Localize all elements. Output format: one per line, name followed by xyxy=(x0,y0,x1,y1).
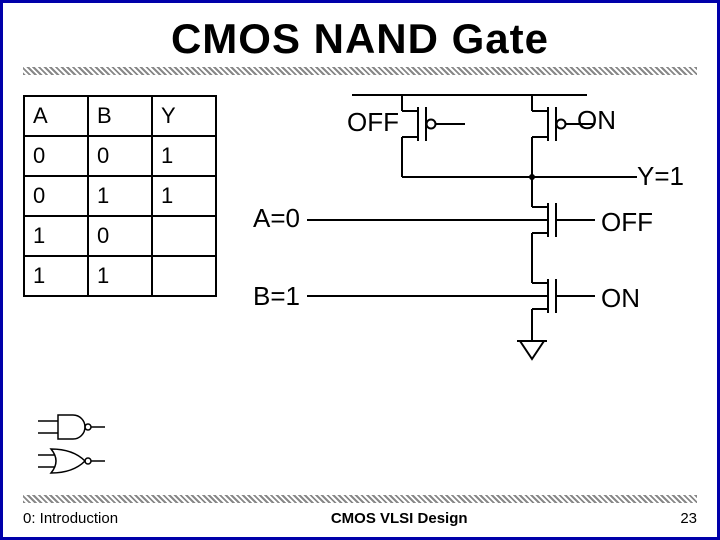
truth-table: A B Y 0 0 1 0 1 1 1 0 xyxy=(23,95,217,297)
table-row: 1 1 xyxy=(24,256,216,296)
table-row: 0 0 1 xyxy=(24,136,216,176)
circuit-area: OFF ON Y=1 A=0 OFF B=1 ON xyxy=(217,89,697,419)
label-input-a: A=0 xyxy=(253,203,300,234)
gate-symbols xyxy=(33,413,173,488)
footer-right: 23 xyxy=(680,510,697,527)
slide-title: CMOS NAND Gate xyxy=(23,15,697,63)
col-Y: Y xyxy=(152,96,216,136)
label-pmos-left: OFF xyxy=(347,107,399,138)
table-header-row: A B Y xyxy=(24,96,216,136)
label-pmos-right: ON xyxy=(577,105,616,136)
footer-center: CMOS VLSI Design xyxy=(331,510,468,527)
col-B: B xyxy=(88,96,152,136)
nand-nor-icons xyxy=(33,413,173,483)
bottom-rule xyxy=(23,495,697,503)
label-nmos-bottom: ON xyxy=(601,283,640,314)
footer: 0: Introduction CMOS VLSI Design 23 xyxy=(23,510,697,527)
slide-frame: CMOS NAND Gate A B Y 0 0 1 0 1 1 xyxy=(0,0,720,540)
label-output: Y=1 xyxy=(637,161,684,192)
top-rule xyxy=(23,67,697,75)
label-nmos-top: OFF xyxy=(601,207,653,238)
footer-left: 0: Introduction xyxy=(23,510,118,527)
cmos-schematic-main xyxy=(217,89,697,419)
truth-table-container: A B Y 0 0 1 0 1 1 1 0 xyxy=(23,89,217,419)
table-row: 0 1 1 xyxy=(24,176,216,216)
content-area: A B Y 0 0 1 0 1 1 1 0 xyxy=(23,89,697,419)
table-row: 1 0 xyxy=(24,216,216,256)
col-A: A xyxy=(24,96,88,136)
label-input-b: B=1 xyxy=(253,281,300,312)
